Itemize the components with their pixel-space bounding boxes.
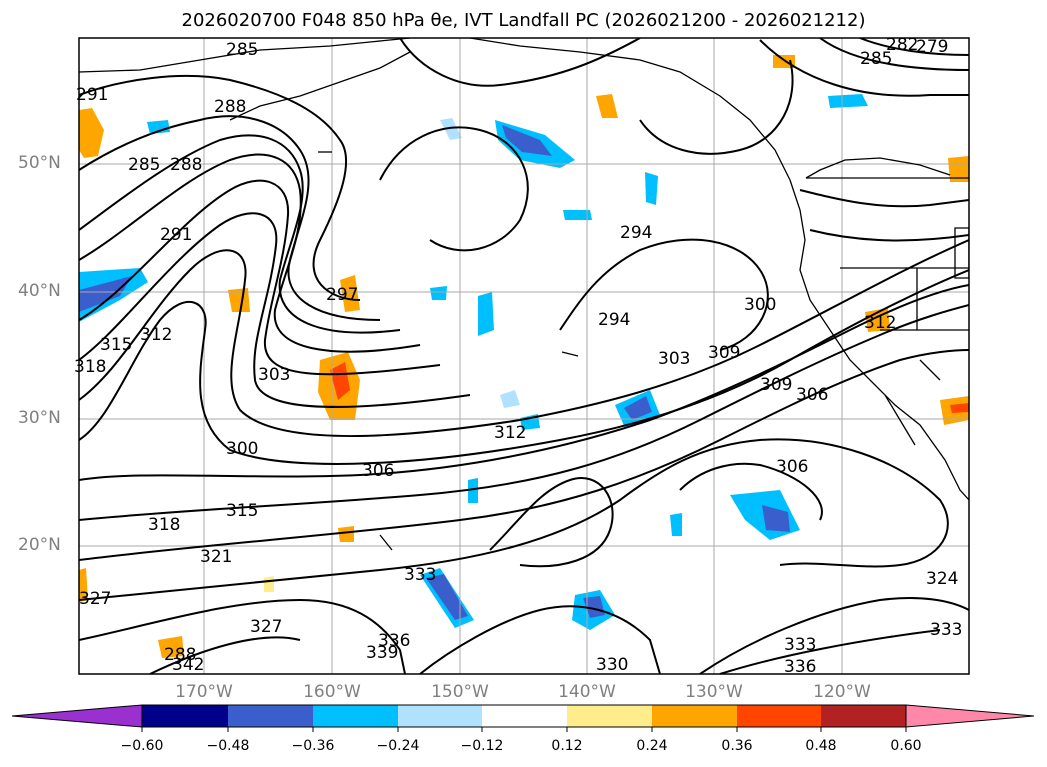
contour-label: 303 [258, 365, 290, 385]
colorbar-bin [652, 705, 737, 727]
contour-label: 291 [160, 225, 192, 245]
colorbar-bin [737, 705, 821, 727]
colorbar-tick-label: 0.60 [890, 738, 922, 754]
contour-label: 315 [100, 335, 132, 355]
contour-label: 333 [930, 620, 962, 640]
colorbar-tick-label: 0.36 [721, 738, 753, 754]
contour-label: 306 [362, 461, 394, 481]
contour-label: 303 [658, 349, 690, 369]
lon-label: 170°W [175, 682, 233, 702]
contour-label: 297 [326, 285, 358, 305]
colorbar-tick-label: −0.12 [460, 738, 504, 754]
contour-label: 300 [226, 439, 258, 459]
colorbar-tick-label: −0.24 [376, 738, 420, 754]
alaska-coast [79, 38, 411, 73]
lat-label: 30°N [18, 408, 61, 428]
contour-label: 327 [79, 589, 111, 609]
colorbar-tick-label: −0.60 [120, 738, 164, 754]
theta-e-contours [79, 38, 969, 674]
colorbar-tick-label: 0.48 [805, 738, 837, 754]
contour-label: 336 [378, 631, 410, 651]
contour-label: 339 [366, 643, 398, 663]
north-america-coast [789, 179, 969, 501]
contour-label: 288 [170, 155, 202, 175]
colorbar-bin [398, 705, 482, 727]
lon-label: 150°W [431, 682, 489, 702]
contour-label: 318 [74, 357, 106, 377]
contour-label: 279 [916, 37, 948, 57]
lat-label: 50°N [18, 153, 61, 173]
contour-label: 312 [864, 313, 896, 333]
shade-positive-dateline-north [79, 108, 104, 158]
lon-label: 160°W [303, 682, 361, 702]
contour-label: 294 [598, 310, 630, 330]
ivt-shading [79, 55, 969, 658]
colorbar-tick-label: 0.12 [551, 738, 583, 754]
contour-label: 333 [404, 565, 436, 585]
colorbar-bin [482, 705, 567, 727]
contour-label: 324 [926, 569, 958, 589]
contour-labels: 285 288 285 288 291 291 294 294 297 300 … [74, 35, 962, 677]
contour-label: 309 [708, 343, 740, 363]
contour-label: 288 [164, 645, 196, 665]
colorbar-tick-label: −0.48 [206, 738, 250, 754]
colorbar-tick-label: 0.24 [636, 738, 668, 754]
colorbar-bin [821, 705, 906, 727]
contour-label: 285 [860, 49, 892, 69]
contour-label: 312 [494, 423, 526, 443]
contour-label: 294 [620, 223, 652, 243]
contour-label: 300 [744, 295, 776, 315]
coastlines [79, 38, 969, 551]
contour-label: 309 [760, 375, 792, 395]
colorbar-low-extension [11, 704, 143, 728]
lon-label: 140°W [558, 682, 616, 702]
contour-label: 321 [200, 547, 232, 567]
colorbar-high-extension [905, 704, 1035, 728]
colorbar-bin [567, 705, 652, 727]
lon-label: 130°W [685, 682, 743, 702]
colorbar-bin [313, 705, 398, 727]
colorbar [11, 704, 1035, 732]
map-frame [78, 37, 970, 675]
contour-label: 291 [76, 85, 108, 105]
contour-label: 312 [140, 325, 172, 345]
contour-label: 306 [796, 385, 828, 405]
contour-label: 285 [226, 40, 258, 60]
contour-label: 285 [128, 155, 160, 175]
colorbar-tick-label: −0.36 [291, 738, 335, 754]
contour-label: 318 [148, 515, 180, 535]
map-title: 2026020700 F048 850 hPa θe, IVT Landfall… [181, 10, 866, 31]
contour-label: 315 [226, 501, 258, 521]
contour-label: 336 [784, 657, 816, 677]
lon-label: 120°W [813, 682, 871, 702]
contour-label: 333 [784, 635, 816, 655]
colorbar-bin [142, 705, 228, 727]
contour-label: 330 [596, 655, 628, 675]
contour-label: 327 [250, 617, 282, 637]
contour-label: 342 [172, 655, 204, 675]
contour-label: 306 [776, 457, 808, 477]
contour-label: 288 [214, 97, 246, 117]
lat-label: 20°N [18, 535, 61, 555]
lat-label: 40°N [18, 281, 61, 301]
colorbar-bin [228, 705, 313, 727]
contour-label: 282 [886, 35, 918, 55]
